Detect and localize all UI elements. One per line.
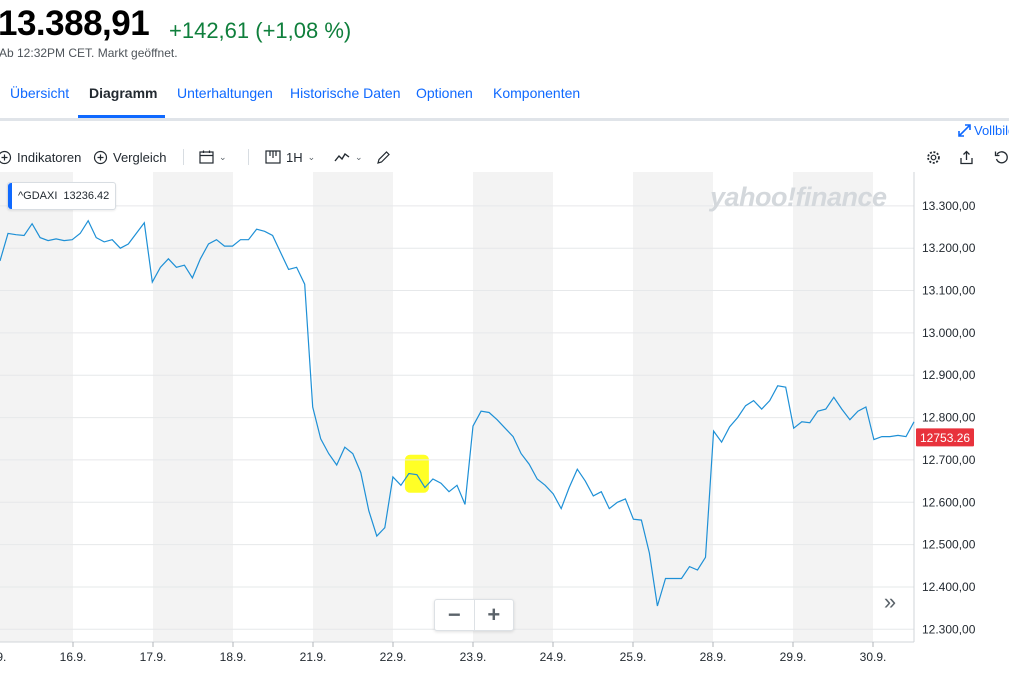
tab-chart[interactable]: Diagramm [89,85,158,101]
series-legend[interactable]: ^GDAXI 13236.42 [7,182,117,210]
plus-circle-icon [0,150,12,164]
chevron-down-icon: ⌄ [355,151,363,162]
x-tick-label: 30.9. [860,650,887,664]
price-line [0,219,915,607]
calendar-icon [199,150,214,164]
date-range-button[interactable]: ⌄ [199,146,227,168]
zoom-out-button[interactable]: − [435,600,475,630]
y-tick-label: 12.300,00 [922,622,976,636]
chevron-down-icon: ⌄ [219,151,227,162]
fullscreen-label: Vollbild [974,123,1009,138]
indicators-label: Indikatoren [17,149,82,165]
day-band [233,172,313,642]
day-band [393,172,473,642]
x-tick-label: 21.9. [300,650,327,664]
settings-button[interactable] [926,146,941,168]
quote-change: +142,61 (+1,08 %) [169,18,352,43]
day-band [873,172,914,642]
y-tick-label: 12.700,00 [922,453,976,467]
y-tick-label: 13.200,00 [922,241,976,255]
draw-button[interactable] [376,146,391,168]
series-value: 13236.42 [63,190,110,202]
toolbar-divider [248,149,249,165]
tab-historical-data[interactable]: Historische Daten [290,85,401,101]
x-tick-label: 28.9. [700,650,727,664]
series-color-marker [8,183,12,209]
line-chart-icon [334,152,350,162]
zoom-in-button[interactable]: + [487,602,501,627]
expand-icon [958,124,971,137]
x-tick-label: 18.9. [220,650,247,664]
x-tick-label: 16.9. [60,650,87,664]
reset-icon [994,150,1008,163]
interval-label: 1H [286,149,303,165]
gear-icon [927,150,940,164]
day-band [473,172,553,642]
candle-icon [265,150,281,164]
toolbar-divider [183,149,184,165]
tab-overview[interactable]: Übersicht [10,85,70,101]
y-tick-label: 12.500,00 [922,538,976,552]
market-status: Ab 12:32PM CET. Markt geöffnet. [0,46,178,60]
fullscreen-button[interactable]: Vollbild [958,123,1009,138]
day-band [0,172,73,642]
y-tick-label: 12.800,00 [922,411,976,425]
reset-button[interactable] [994,146,1009,168]
y-tick-label: 12.900,00 [922,368,976,382]
tab-components[interactable]: Komponenten [493,85,581,101]
tab-conversations[interactable]: Unterhaltungen [177,85,273,101]
compare-label: Vergleich [113,149,167,165]
price-chart[interactable]: 13.300,00 13.200,00 13.100,00 13.000,00 12.9… [0,172,1009,679]
day-band [713,172,793,642]
last-price-label: 12753.26 [920,431,970,445]
x-tick-label: 23.9. [460,650,487,664]
last-price-badge [916,428,974,447]
yahoo-finance-watermark: yahoo!finance [710,182,887,212]
day-band [313,172,393,642]
chart-toolbar: Indikatoren Vergleich ⌄ 1H ⌄ ⌄ [0,146,1009,168]
compare-button[interactable]: Vergleich [93,146,166,168]
day-band [153,172,233,642]
x-tick-label: 22.9. [380,650,407,664]
x-tick-label: 15.9. [0,650,6,664]
zoom-controls: − + [434,599,514,631]
plus-circle-icon [93,150,108,164]
y-tick-label: 12.400,00 [922,580,976,594]
day-band [553,172,633,642]
price-chart-svg[interactable]: 13.300,00 13.200,00 13.100,00 13.000,00 12.9… [0,172,1009,679]
x-tick-label: 24.9. [540,650,567,664]
y-tick-label: 13.300,00 [922,199,976,213]
x-tick-label: 25.9. [620,650,647,664]
tab-bar: Übersicht Diagramm Unterhaltungen Histor… [0,76,1009,121]
quote-price: 13.388,91 [0,4,150,43]
share-icon [960,150,973,164]
scroll-to-latest-button[interactable]: » [874,588,906,616]
series-symbol: ^GDAXI [18,190,58,202]
day-band [793,172,873,642]
tab-options[interactable]: Optionen [416,85,473,101]
x-tick-label: 29.9. [780,650,807,664]
pencil-icon [377,150,390,164]
y-tick-label: 13.100,00 [922,284,976,298]
share-button[interactable] [959,146,974,168]
y-tick-label: 12.600,00 [922,495,976,509]
interval-button[interactable]: 1H ⌄ [265,146,315,168]
x-tick-label: 17.9. [140,650,167,664]
day-band [73,172,153,642]
indicators-button[interactable]: Indikatoren [0,146,81,168]
chevron-down-icon: ⌄ [307,151,316,162]
active-tab-indicator [78,115,165,118]
day-band [633,172,713,642]
y-tick-label: 13.000,00 [922,326,976,340]
chart-type-button[interactable]: ⌄ [334,146,363,168]
